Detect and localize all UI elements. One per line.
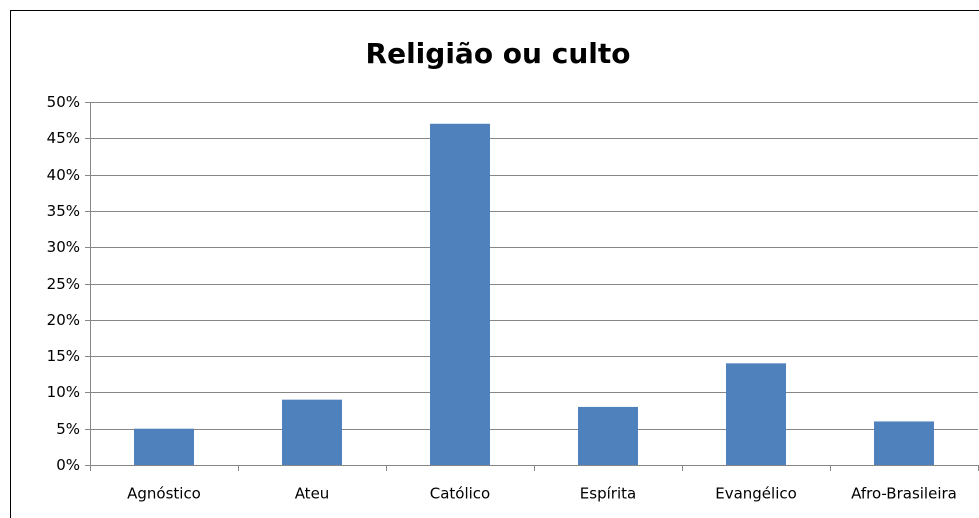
y-tick-label: 40%	[47, 166, 80, 184]
bar	[134, 428, 194, 465]
x-tick-label: Espírita	[580, 485, 636, 503]
bar	[726, 363, 786, 465]
y-tick-label: 10%	[47, 383, 80, 401]
y-tick-label: 25%	[47, 275, 80, 293]
y-tick-label: 0%	[56, 456, 80, 474]
y-tick-label: 5%	[56, 420, 80, 438]
y-tick-label: 50%	[47, 93, 80, 111]
y-tick-label: 20%	[47, 311, 80, 329]
x-tick-label: Ateu	[295, 485, 330, 503]
chart-title: Religião ou culto	[366, 37, 631, 70]
x-tick-label: Evangélico	[715, 485, 797, 503]
y-tick-label: 35%	[47, 202, 80, 220]
y-tick-label: 15%	[47, 347, 80, 365]
x-tick-label: Agnóstico	[127, 485, 201, 503]
bar	[282, 399, 342, 465]
y-tick-label: 30%	[47, 238, 80, 256]
bar	[430, 123, 490, 465]
x-tick-label: Católico	[430, 485, 490, 503]
y-tick-label: 45%	[47, 129, 80, 147]
bar	[578, 406, 638, 465]
x-tick-label: Afro-Brasileira	[851, 485, 957, 503]
bar	[874, 421, 934, 465]
